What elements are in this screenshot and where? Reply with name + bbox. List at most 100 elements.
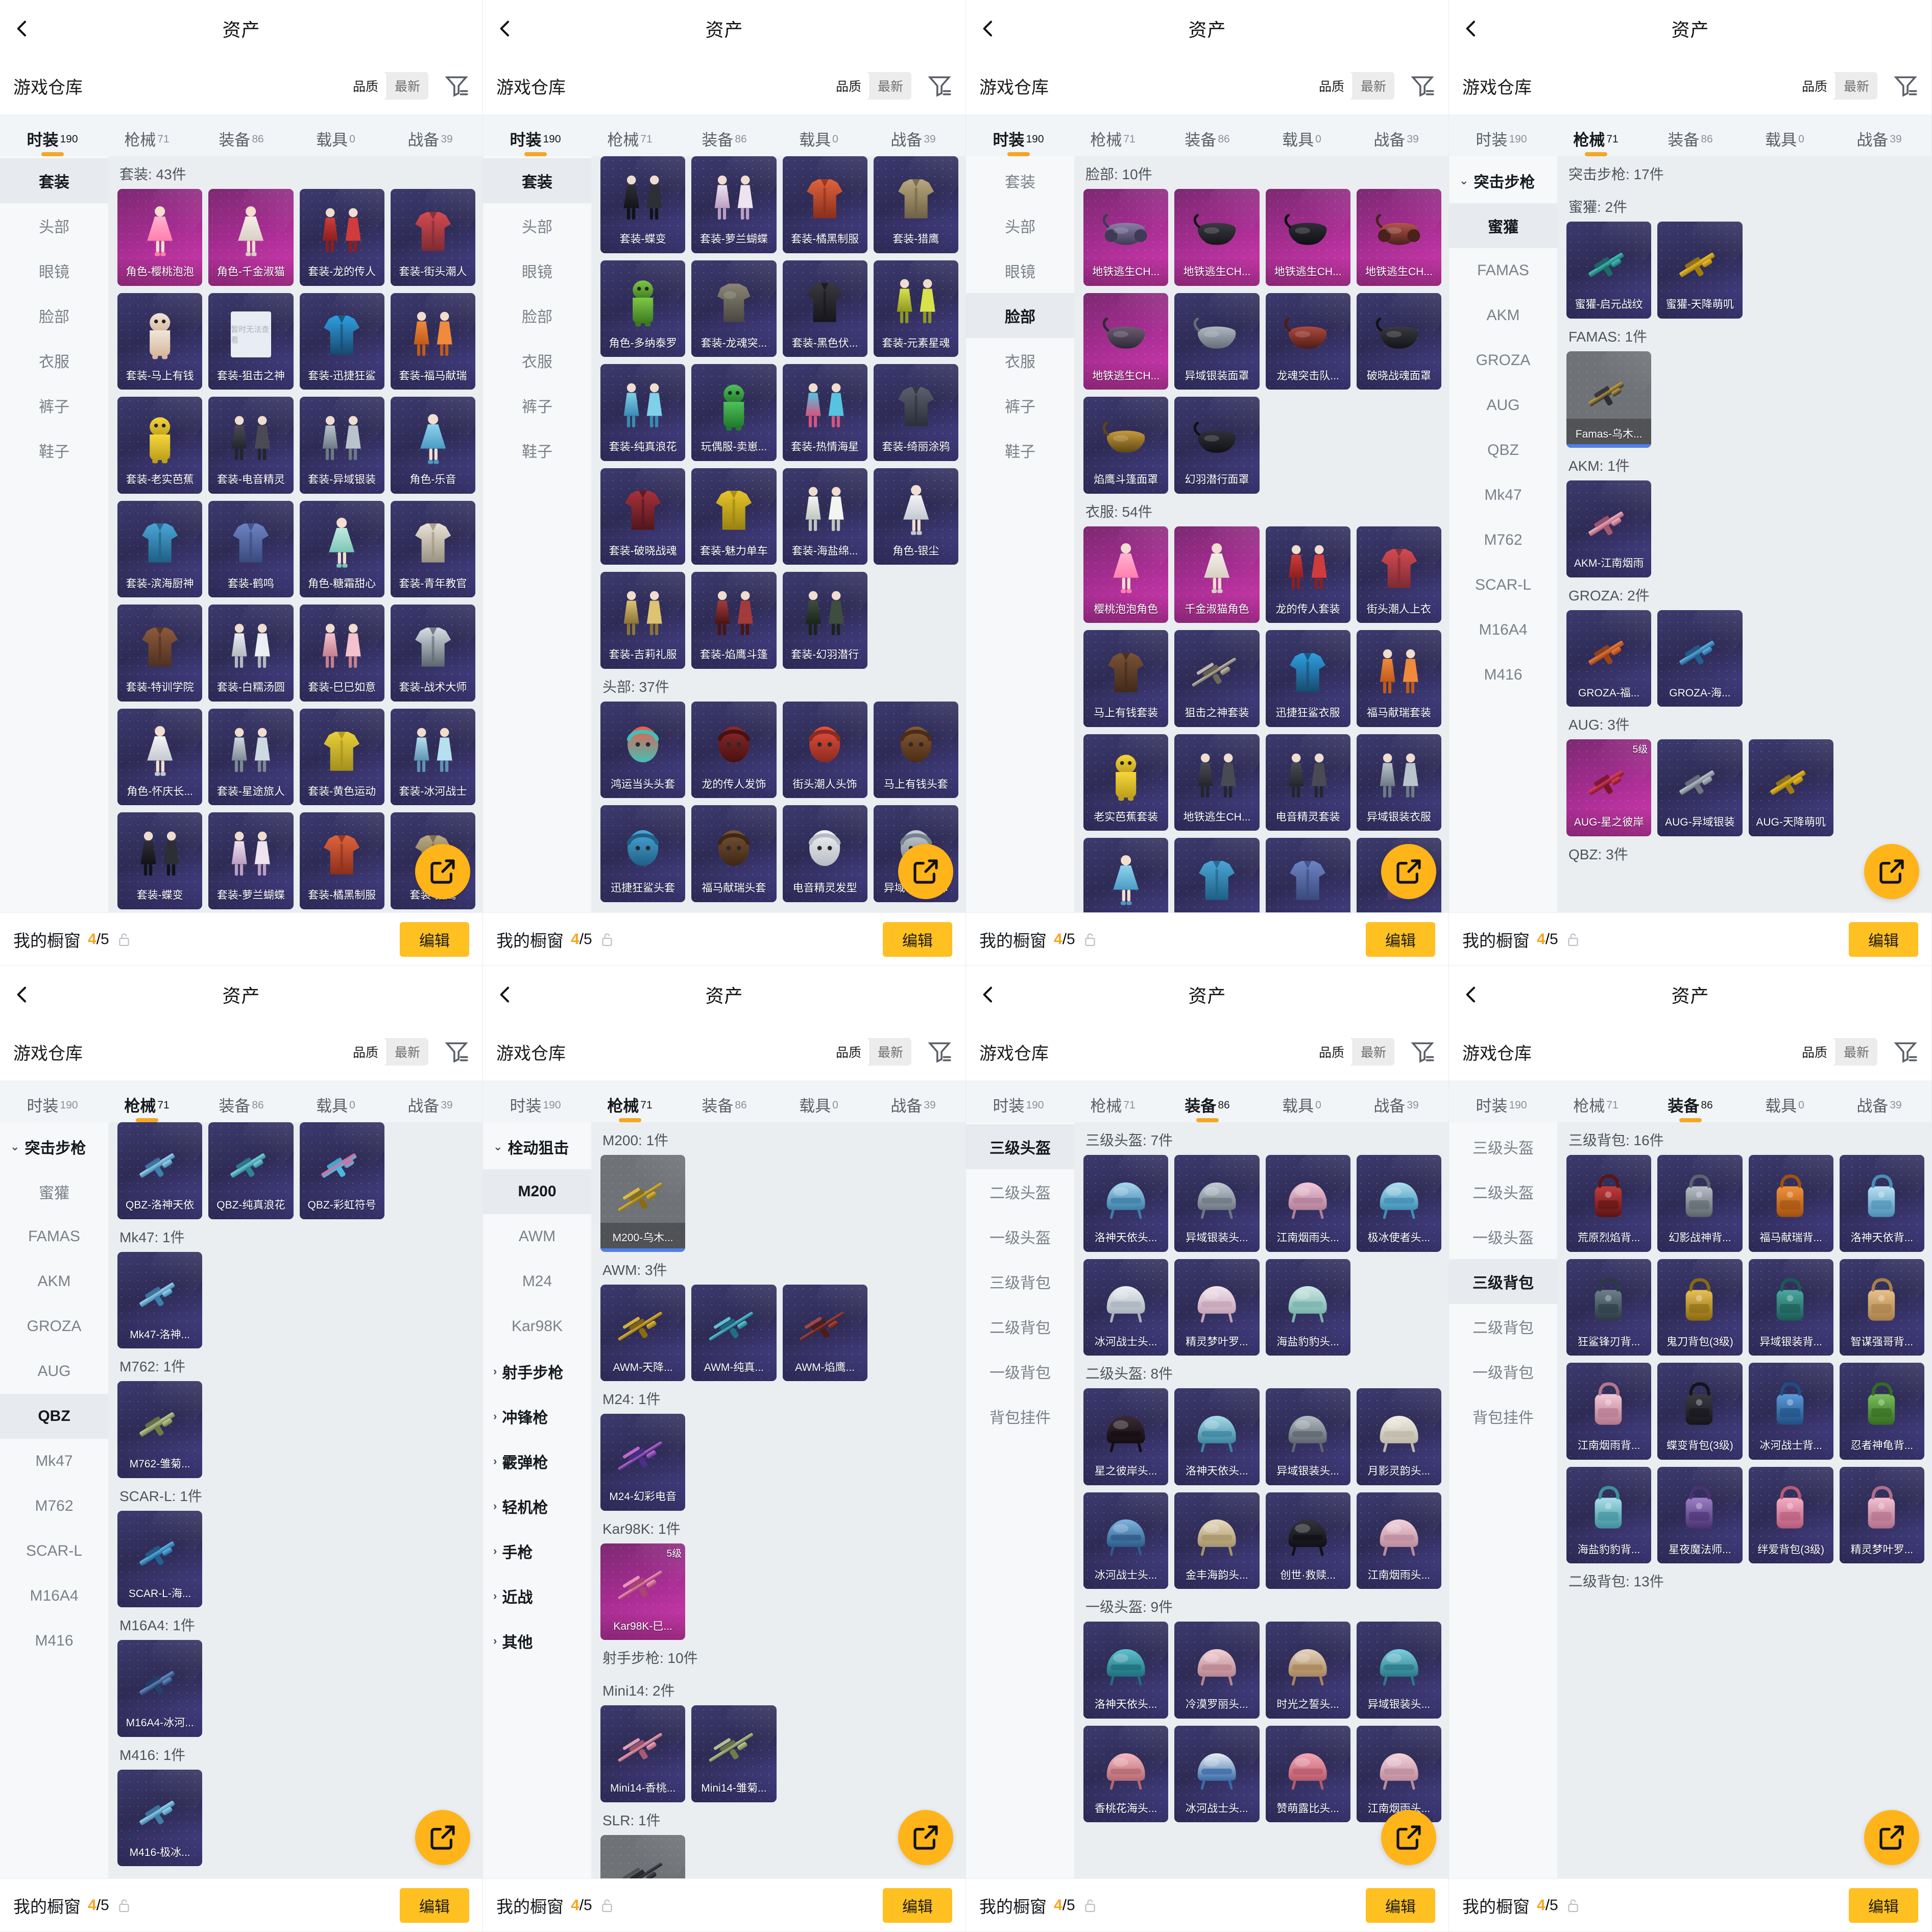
item-card[interactable]: 套装-电音精灵 bbox=[208, 397, 294, 494]
item-card[interactable]: 角色-银尘 bbox=[873, 468, 958, 565]
item-card[interactable]: 套装-冰河战士 bbox=[390, 708, 475, 806]
edit-button[interactable]: 编辑 bbox=[400, 1888, 469, 1923]
tab-装备[interactable]: 装备 86 bbox=[194, 127, 288, 156]
item-card[interactable]: 套装-黄色运动 bbox=[299, 708, 384, 806]
item-card[interactable]: 乐音衣服 bbox=[1083, 838, 1169, 912]
sort-option-newest[interactable]: 最新 bbox=[877, 80, 903, 94]
tab-时装[interactable]: 时装 190 bbox=[1454, 1093, 1549, 1122]
sidebar-item-Mk47[interactable]: Mk47 bbox=[1449, 473, 1557, 518]
item-card[interactable]: 绊爱背包(3级) bbox=[1748, 1466, 1833, 1564]
item-card[interactable]: AWM-焰鹰... bbox=[782, 1284, 867, 1382]
tab-枪械[interactable]: 枪械 71 bbox=[583, 127, 677, 156]
external-link-fab[interactable] bbox=[898, 844, 953, 899]
item-card[interactable]: 马上有钱套装 bbox=[1083, 630, 1169, 727]
item-card[interactable]: 江南烟雨头... bbox=[1356, 1492, 1441, 1589]
tab-载具[interactable]: 载具 0 bbox=[1737, 127, 1832, 156]
sort-option-newest[interactable]: 最新 bbox=[1360, 1046, 1386, 1060]
sidebar-item-蜜獾[interactable]: 蜜獾 bbox=[1449, 203, 1557, 248]
edit-button[interactable]: 编辑 bbox=[883, 1888, 952, 1923]
sidebar-item-QBZ[interactable]: QBZ bbox=[0, 1394, 108, 1439]
item-card[interactable]: 马上有钱头套 bbox=[873, 701, 958, 799]
item-card[interactable]: M24-幻彩电音 bbox=[600, 1414, 686, 1511]
external-link-fab[interactable] bbox=[1381, 844, 1436, 899]
sidebar-item-鞋子[interactable]: 鞋子 bbox=[966, 428, 1074, 473]
item-card[interactable]: GROZA-福... bbox=[1566, 610, 1652, 707]
item-card[interactable]: 套装-街头潮人 bbox=[390, 189, 475, 286]
item-card[interactable]: 地铁逃生CH... bbox=[1265, 189, 1350, 286]
lock-icon[interactable] bbox=[117, 1898, 131, 1913]
item-card[interactable]: 套装-滨海厨神 bbox=[117, 500, 203, 598]
tab-时装[interactable]: 时装 190 bbox=[488, 127, 583, 156]
item-card[interactable]: 迅捷狂鲨头套 bbox=[600, 805, 686, 902]
sidebar-item-霰弹枪[interactable]: › 霰弹枪 bbox=[483, 1439, 591, 1484]
sidebar-item-头部[interactable]: 头部 bbox=[966, 203, 1074, 248]
sidebar-item-手枪[interactable]: › 手枪 bbox=[483, 1529, 591, 1574]
item-card[interactable]: 地铁逃生CH... bbox=[1083, 293, 1169, 390]
tab-枪械[interactable]: 枪械 71 bbox=[1549, 127, 1643, 156]
sidebar-item-脸部[interactable]: 脸部 bbox=[0, 293, 108, 338]
sidebar-item-背包挂件[interactable]: 背包挂件 bbox=[966, 1394, 1074, 1439]
item-card[interactable]: 洛神天依头... bbox=[1174, 1388, 1260, 1485]
item-card[interactable]: 鬼刀背包(3级) bbox=[1657, 1259, 1743, 1356]
tab-时装[interactable]: 时装 190 bbox=[971, 127, 1066, 156]
item-card[interactable]: 地铁逃生CH... bbox=[1356, 189, 1441, 286]
item-card[interactable]: 角色-怀庆长... bbox=[117, 708, 203, 806]
item-card[interactable]: M200-乌木... bbox=[600, 1155, 686, 1252]
sidebar-item-AWM[interactable]: AWM bbox=[483, 1214, 591, 1259]
tab-战备[interactable]: 战备 39 bbox=[866, 1093, 960, 1122]
item-card[interactable]: 套装-热情海星 bbox=[782, 364, 867, 461]
sidebar-item-三级头盔[interactable]: 三级头盔 bbox=[966, 1124, 1074, 1169]
sidebar-item-三级背包[interactable]: 三级背包 bbox=[966, 1259, 1074, 1304]
tab-枪械[interactable]: 枪械 71 bbox=[583, 1093, 677, 1122]
item-card[interactable]: 5级 AUG-星之彼岸 bbox=[1566, 739, 1652, 836]
sidebar-item-三级头盔[interactable]: 三级头盔 bbox=[1449, 1124, 1557, 1169]
item-card[interactable]: 福马献瑞套装 bbox=[1356, 630, 1441, 727]
tab-装备[interactable]: 装备 86 bbox=[677, 1093, 771, 1122]
item-card[interactable]: 破晓战魂面罩 bbox=[1356, 293, 1441, 390]
sidebar-item-M762[interactable]: M762 bbox=[0, 1484, 108, 1529]
sidebar-item-套装[interactable]: 套装 bbox=[0, 158, 108, 203]
edit-button[interactable]: 编辑 bbox=[1366, 922, 1435, 957]
sort-segmented-control[interactable]: 品质 最新 bbox=[344, 1038, 428, 1066]
sidebar-item-SCAR-L[interactable]: SCAR-L bbox=[0, 1529, 108, 1574]
item-card[interactable]: 异域银装头... bbox=[1265, 1388, 1350, 1485]
item-card[interactable]: 精灵梦叶罗... bbox=[1839, 1466, 1924, 1564]
sidebar-item-一级背包[interactable]: 一级背包 bbox=[1449, 1349, 1557, 1394]
item-card[interactable]: 忍者神龟背... bbox=[1839, 1363, 1924, 1460]
item-card[interactable]: 街头潮人上衣 bbox=[1356, 526, 1441, 623]
item-card[interactable]: 海盐豹豹头... bbox=[1265, 1259, 1350, 1356]
item-card[interactable]: 异域银装头... bbox=[1356, 1622, 1441, 1719]
item-card[interactable]: QBZ-纯真浪花 bbox=[208, 1122, 294, 1219]
external-link-fab[interactable] bbox=[415, 1810, 470, 1865]
item-card[interactable]: Mk47-洛神... bbox=[117, 1251, 203, 1349]
sidebar-item-GROZA[interactable]: GROZA bbox=[0, 1304, 108, 1349]
item-card[interactable]: 鹤鸣上衣 bbox=[1265, 838, 1350, 912]
lock-icon[interactable] bbox=[1566, 1898, 1580, 1913]
tab-装备[interactable]: 装备 86 bbox=[1643, 1093, 1737, 1122]
sidebar-item-AUG[interactable]: AUG bbox=[0, 1349, 108, 1394]
item-card[interactable]: 冰河战士背... bbox=[1748, 1363, 1833, 1460]
item-card[interactable]: 赞萌露比头... bbox=[1265, 1725, 1350, 1823]
sort-option-quality[interactable]: 品质 bbox=[1310, 72, 1353, 100]
item-card[interactable]: 地铁逃生CH... bbox=[1174, 189, 1260, 286]
filter-icon[interactable] bbox=[1893, 73, 1918, 99]
item-card[interactable]: 滨海厨神衣服 bbox=[1174, 838, 1260, 912]
item-card[interactable]: 福马献瑞背... bbox=[1748, 1155, 1833, 1252]
tab-载具[interactable]: 载具 0 bbox=[1254, 1093, 1349, 1122]
sidebar-item-鞋子[interactable]: 鞋子 bbox=[0, 428, 108, 473]
item-card[interactable]: 套装-蝶变 bbox=[600, 156, 686, 253]
chevron-left-icon[interactable] bbox=[978, 18, 999, 39]
tab-枪械[interactable]: 枪械 71 bbox=[1066, 1093, 1160, 1122]
item-card[interactable]: 幻羽潜行面罩 bbox=[1174, 397, 1260, 494]
item-card[interactable]: 洛神天依背... bbox=[1839, 1155, 1924, 1252]
tab-装备[interactable]: 装备 86 bbox=[1160, 1093, 1254, 1122]
sort-option-quality[interactable]: 品质 bbox=[827, 1038, 870, 1066]
item-card[interactable]: 玩偶服-卖崽... bbox=[691, 364, 777, 461]
item-card[interactable]: 异域银装背... bbox=[1748, 1259, 1833, 1356]
filter-icon[interactable] bbox=[1410, 73, 1435, 99]
sort-option-quality[interactable]: 品质 bbox=[1310, 1038, 1353, 1066]
item-card[interactable]: 千金淑猫角色 bbox=[1174, 526, 1260, 623]
edit-button[interactable]: 编辑 bbox=[1849, 1888, 1918, 1923]
sort-segmented-control[interactable]: 品质 最新 bbox=[827, 72, 911, 100]
chevron-left-icon[interactable] bbox=[12, 18, 33, 39]
